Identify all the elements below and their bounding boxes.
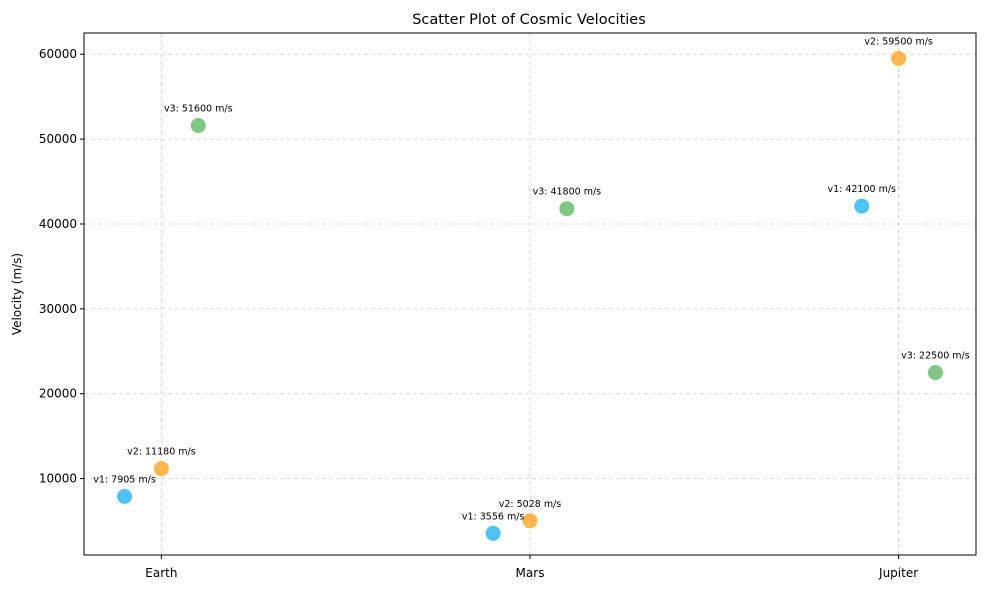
data-label: v3: 51600 m/s xyxy=(164,104,233,115)
y-tick-label: 60000 xyxy=(39,47,77,61)
data-label: v2: 11180 m/s xyxy=(127,447,196,458)
x-tick-label: Jupiter xyxy=(878,566,918,580)
y-tick-label: 20000 xyxy=(39,387,77,401)
y-tick-label: 30000 xyxy=(39,302,77,316)
data-point xyxy=(485,525,501,541)
data-label: v1: 3556 m/s xyxy=(462,511,525,522)
data-point xyxy=(891,50,907,66)
data-points xyxy=(117,50,943,541)
data-label: v2: 59500 m/s xyxy=(864,36,933,47)
data-label: v1: 7905 m/s xyxy=(93,474,156,485)
axes: Earth Mars Jupiter 10000 20000 30000 40000 5000… xyxy=(39,32,977,580)
y-tick-label: 40000 xyxy=(39,217,77,231)
data-point xyxy=(522,513,538,529)
data-point xyxy=(153,461,169,477)
y-tick-label: 50000 xyxy=(39,132,77,146)
y-axis-label: Velocity (m/s) xyxy=(10,253,24,335)
data-point xyxy=(854,198,870,214)
data-point xyxy=(117,488,133,504)
grid xyxy=(84,33,976,555)
x-tick-label: Earth xyxy=(145,566,177,580)
data-label: v2: 5028 m/s xyxy=(499,499,562,510)
x-tick-label: Mars xyxy=(516,566,545,580)
plot-frame xyxy=(83,32,977,556)
data-point xyxy=(927,365,943,381)
y-tick-label: 10000 xyxy=(39,472,77,486)
data-point xyxy=(190,118,206,134)
chart-title: Scatter Plot of Cosmic Velocities xyxy=(412,12,646,28)
data-label: v3: 22500 m/s xyxy=(901,351,970,362)
data-point xyxy=(559,201,575,217)
data-label: v3: 41800 m/s xyxy=(533,187,602,198)
data-label: v1: 42100 m/s xyxy=(827,184,896,195)
data-labels: v1: 7905 m/s v1: 3556 m/s v1: 42100 m/s v2:… xyxy=(93,36,969,522)
